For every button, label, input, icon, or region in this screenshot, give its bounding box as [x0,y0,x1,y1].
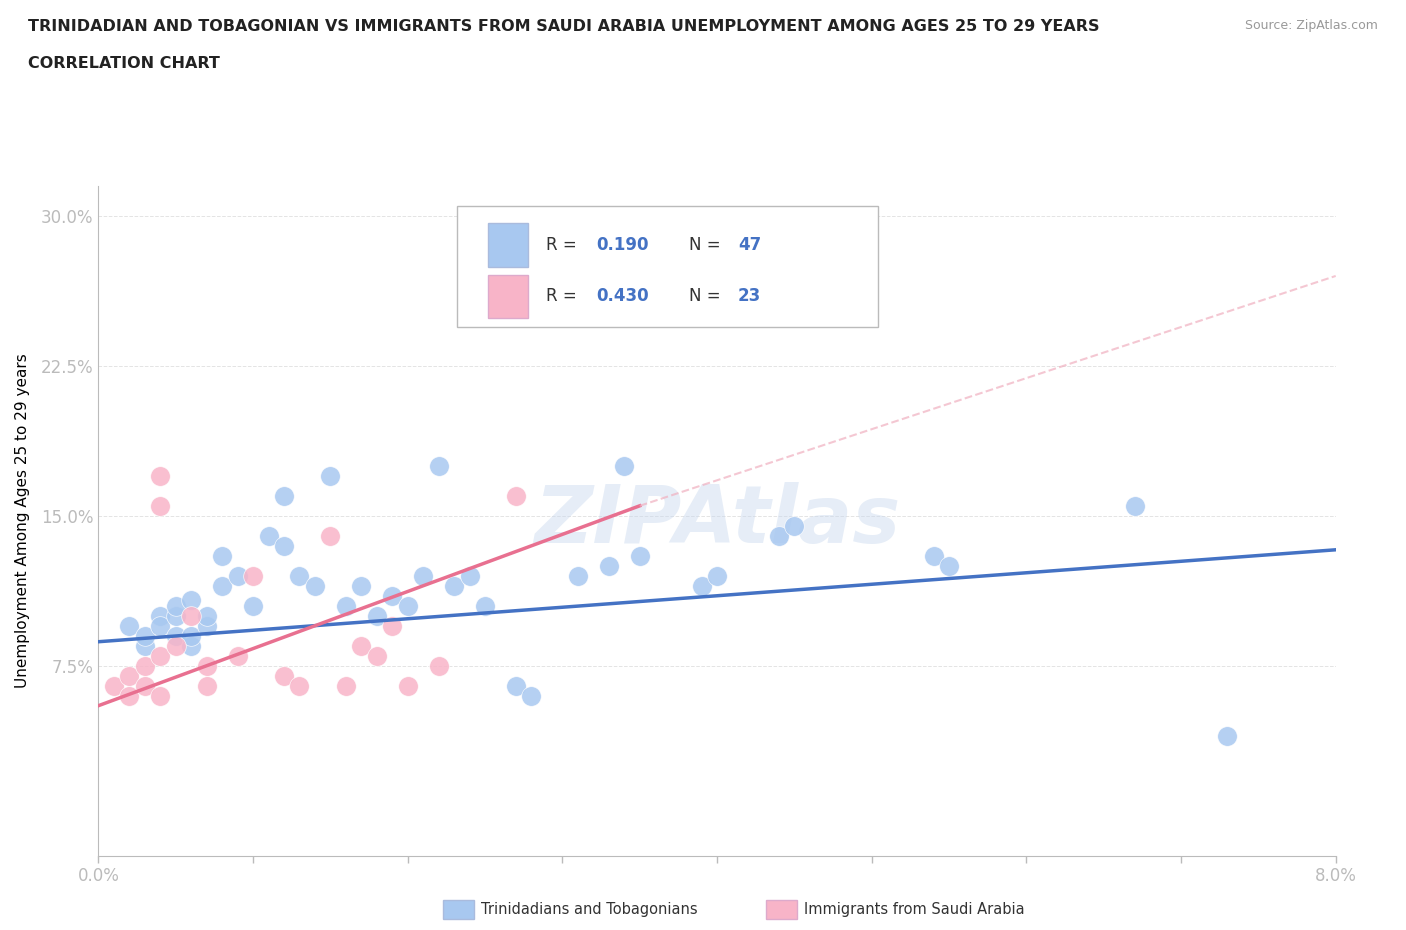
Point [366,648,388,663]
Point [319,528,342,543]
Point [350,638,373,653]
Point [922,549,945,564]
Text: R =: R = [547,287,582,305]
Text: Source: ZipAtlas.com: Source: ZipAtlas.com [1244,19,1378,32]
Point [165,608,187,623]
Point [458,309,481,324]
Text: 47: 47 [738,236,761,254]
Text: ZIPAtlas: ZIPAtlas [534,482,900,560]
Bar [488,274,527,318]
Point [427,658,450,673]
Point [257,528,280,543]
Point [195,658,218,673]
Point [1123,498,1146,513]
Point [211,549,233,564]
Point [195,618,218,633]
Point [381,589,404,604]
Point [366,608,388,623]
Point [938,558,960,573]
Point [134,658,156,673]
Point [304,578,326,593]
Point [273,488,295,503]
Point [288,678,311,693]
Point [149,648,172,663]
Point [335,678,357,693]
Point [783,518,806,533]
Point [273,669,295,684]
Point [195,608,218,623]
Point [628,549,651,564]
Point [381,618,404,633]
Point [427,458,450,473]
Point [149,498,172,513]
Point [505,678,527,693]
Point [396,678,419,693]
Point [103,678,125,693]
Text: N =: N = [689,236,725,254]
Point [505,488,527,503]
Point [412,568,434,583]
Point [180,638,202,653]
Text: TRINIDADIAN AND TOBAGONIAN VS IMMIGRANTS FROM SAUDI ARABIA UNEMPLOYMENT AMONG AG: TRINIDADIAN AND TOBAGONIAN VS IMMIGRANTS… [28,19,1099,33]
FancyBboxPatch shape [457,206,877,326]
Text: R =: R = [547,236,582,254]
Point [350,578,373,593]
Point [226,648,249,663]
Point [134,629,156,644]
Point [520,688,543,703]
Point [335,598,357,613]
Point [706,568,728,583]
Point [195,678,218,693]
Point [118,688,141,703]
Point [474,598,496,613]
Bar [488,223,527,267]
Y-axis label: Unemployment Among Ages 25 to 29 years: Unemployment Among Ages 25 to 29 years [15,353,30,688]
Point [443,578,465,593]
Text: Immigrants from Saudi Arabia: Immigrants from Saudi Arabia [804,902,1025,917]
Point [165,598,187,613]
Point [165,638,187,653]
Text: CORRELATION CHART: CORRELATION CHART [28,56,219,71]
Point [180,608,202,623]
Point [458,568,481,583]
Point [134,678,156,693]
Point [598,558,620,573]
Point [149,608,172,623]
Point [149,688,172,703]
Point [118,669,141,684]
Text: 23: 23 [738,287,761,305]
Point [165,629,187,644]
Point [613,458,636,473]
Point [242,568,264,583]
Point [211,578,233,593]
Point [226,568,249,583]
Point [149,618,172,633]
Point [180,592,202,607]
Point [288,568,311,583]
Point [690,578,713,593]
Point [242,598,264,613]
Text: Trinidadians and Tobagonians: Trinidadians and Tobagonians [481,902,697,917]
Point [396,598,419,613]
Text: 0.190: 0.190 [596,236,648,254]
Text: N =: N = [689,287,725,305]
Text: 0.430: 0.430 [596,287,648,305]
Point [567,568,589,583]
Point [273,538,295,553]
Point [180,629,202,644]
Point [118,618,141,633]
Point [1216,728,1239,743]
Point [134,638,156,653]
Point [149,469,172,484]
Point [319,469,342,484]
Point [768,528,790,543]
